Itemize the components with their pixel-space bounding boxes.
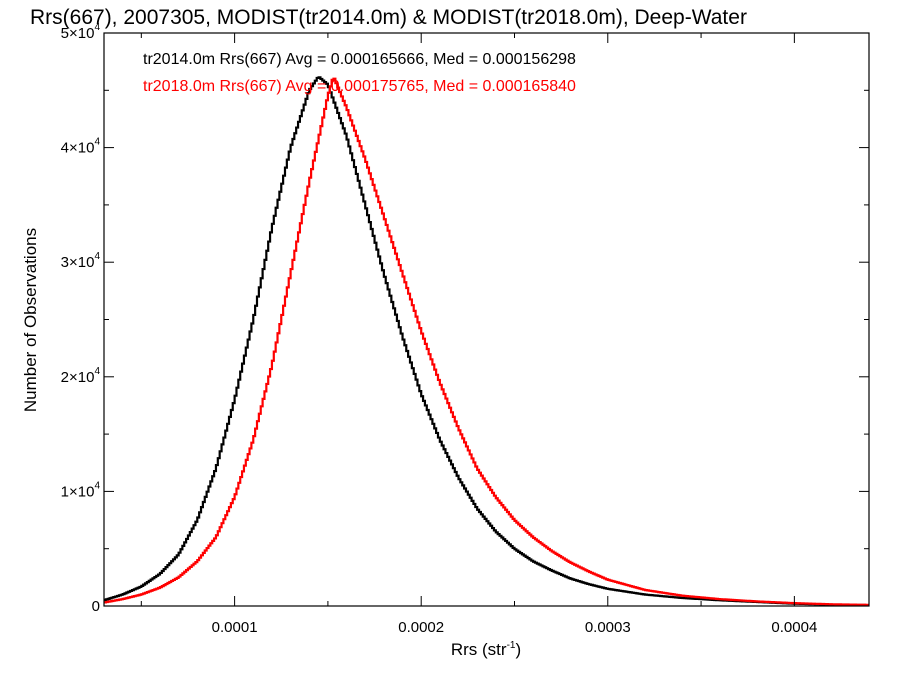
x-tick-label: 0.0004 — [771, 619, 817, 636]
x-axis-label-superscript: -1 — [507, 640, 516, 651]
y-axis-label: Number of Observations — [21, 228, 40, 412]
legend: tr2014.0m Rrs(667) Avg = 0.000165666, Me… — [143, 51, 576, 95]
y-tick-label: 0 — [92, 598, 100, 615]
x-tick-label: 0.0001 — [212, 619, 258, 636]
histogram-series-tr2018.0m — [104, 77, 869, 606]
y-tick-label: 5×104 — [61, 22, 101, 42]
x-tick-label: 0.0003 — [585, 619, 631, 636]
legend-entry-tr2018: tr2018.0m Rrs(667) Avg = 0.000175765, Me… — [143, 78, 576, 95]
series-layer — [104, 76, 869, 607]
y-tick-label: 1×104 — [61, 480, 101, 500]
x-tick-label: 0.0002 — [398, 619, 444, 636]
chart-title: Rrs(667), 2007305, MODIST(tr2014.0m) & M… — [30, 6, 747, 29]
histogram-series-tr2014.0m — [104, 76, 869, 607]
y-tick-label: 2×104 — [61, 366, 101, 386]
x-axis-label-end: ) — [515, 640, 521, 659]
tick-layer: 0.0001 0.0002 0.0003 0.0004 0 1×104 2×104 3×104… — [61, 22, 869, 636]
y-tick-label: 4×104 — [61, 137, 101, 157]
y-tick-label: 3×104 — [61, 251, 101, 271]
x-axis-label-main: Rrs (str — [451, 640, 507, 659]
x-axis-label: Rrs (str-1) — [451, 640, 521, 659]
legend-entry-tr2014: tr2014.0m Rrs(667) Avg = 0.000165666, Me… — [143, 51, 576, 68]
